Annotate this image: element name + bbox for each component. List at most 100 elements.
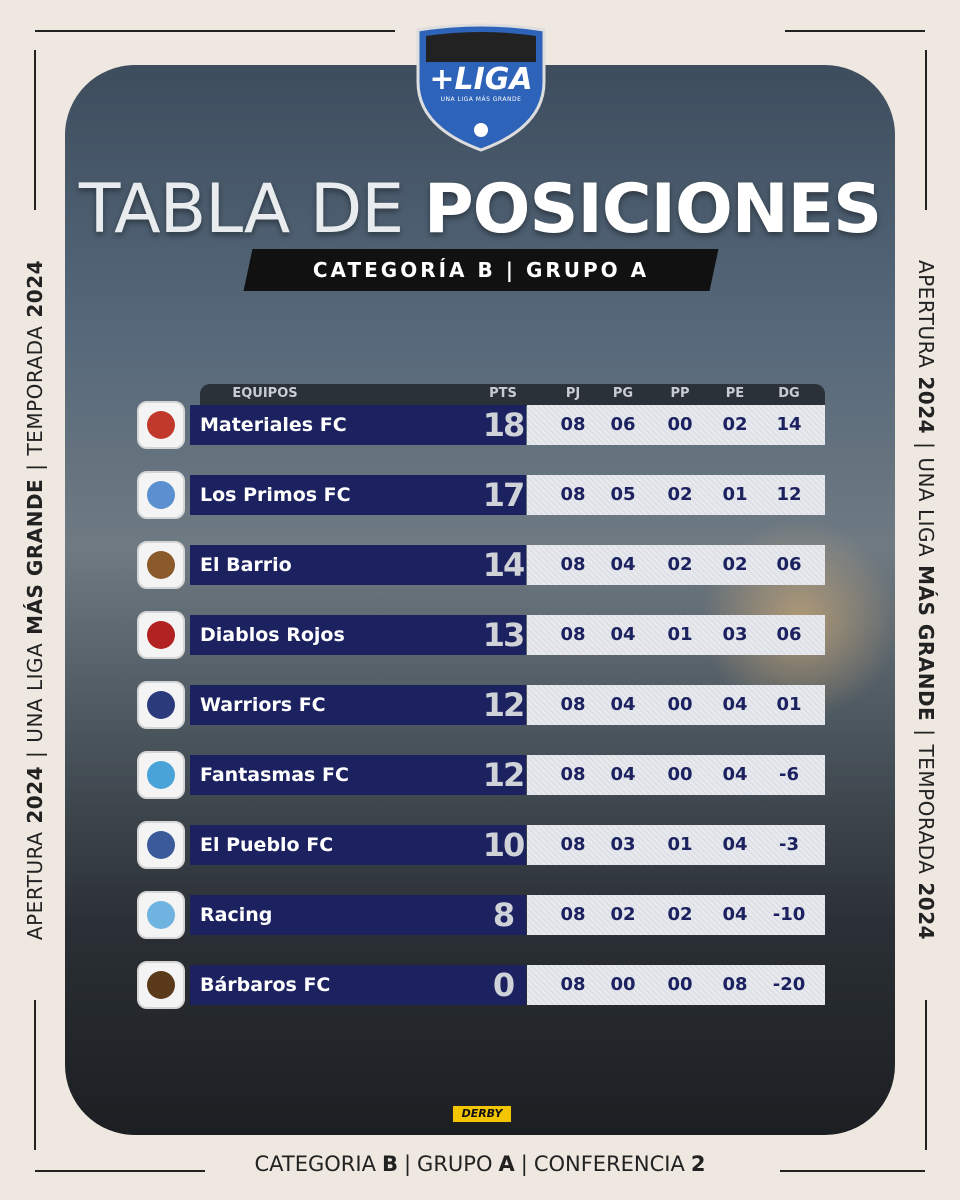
team-name-bar (190, 615, 480, 655)
points-box (480, 405, 526, 445)
stat-value: 01 (776, 694, 802, 715)
stat-value: 08 (560, 554, 586, 575)
team-crest (147, 551, 175, 579)
stats-bar (527, 545, 825, 585)
stat-value: 02 (722, 414, 748, 435)
text-segment: TEMPORADA (914, 744, 938, 875)
stat-value: 04 (610, 554, 636, 575)
text-segment: MÁS GRANDE (23, 478, 47, 635)
stat-value: 01 (722, 484, 748, 505)
team-name: Racing (200, 904, 273, 926)
stat-value: 01 (667, 624, 693, 645)
team-name: Bárbaros FC (200, 974, 331, 996)
stat-value: 08 (560, 904, 586, 925)
text-segment: APERTURA (914, 259, 938, 369)
team-logo (137, 891, 185, 939)
team-logo (137, 821, 185, 869)
text-segment: | (520, 1152, 528, 1176)
team-name: Materiales FC (200, 414, 347, 436)
table-header-bar (200, 384, 825, 406)
text-segment: 2024 (914, 376, 938, 435)
stat-value: -6 (779, 764, 799, 785)
team-name-bar (190, 475, 480, 515)
stat-value: 02 (722, 554, 748, 575)
stat-value: 04 (722, 764, 748, 785)
stat-value: 02 (610, 904, 636, 925)
text-segment: UNA LIGA (23, 642, 47, 743)
text-segment: UNA LIGA (914, 457, 938, 558)
points-box (480, 475, 526, 515)
team-crest (147, 691, 175, 719)
team-crest (147, 621, 175, 649)
decor-line (34, 1000, 36, 1150)
points-box (480, 825, 526, 865)
text-segment: 2024 (23, 259, 47, 318)
stat-value: 04 (722, 694, 748, 715)
text-segment: APERTURA (23, 831, 47, 941)
stat-value: 08 (560, 694, 586, 715)
text-segment: CONFERENCIA (533, 1152, 685, 1176)
stats-bar (527, 475, 825, 515)
team-logo (137, 751, 185, 799)
stats-bar (527, 825, 825, 865)
stat-value: 00 (667, 974, 693, 995)
stat-value: -3 (779, 834, 799, 855)
stat-value: 04 (610, 624, 636, 645)
points: 13 (482, 616, 526, 654)
team-crest (147, 831, 175, 859)
team-logo (137, 961, 185, 1009)
text-segment: TEMPORADA (23, 325, 47, 456)
team-name-bar (190, 895, 480, 935)
stats-bar (527, 615, 825, 655)
text-segment: 2 (690, 1152, 706, 1176)
text-segment: GRUPO (417, 1152, 493, 1176)
column-header: PP (670, 386, 690, 401)
team-name-bar (190, 965, 480, 1005)
logo-title: +LIGA (429, 62, 533, 97)
text-segment: CATEGORIA (254, 1152, 376, 1176)
points-box (480, 755, 526, 795)
team-crest (147, 411, 175, 439)
text-segment: MÁS GRANDE (914, 565, 938, 722)
points: 10 (482, 826, 526, 864)
stat-value: 03 (722, 624, 748, 645)
points: 12 (482, 756, 526, 794)
team-logo (137, 681, 185, 729)
stat-value: 00 (610, 974, 636, 995)
points-box (480, 895, 526, 935)
league-shield (416, 23, 546, 152)
team-name: El Barrio (200, 554, 292, 576)
stat-value: 06 (776, 624, 802, 645)
sponsor-badge: DERBY (452, 1105, 512, 1123)
stat-value: 04 (722, 834, 748, 855)
text-segment: 2024 (914, 882, 938, 941)
text-segment: | (403, 1152, 412, 1176)
stat-value: 06 (776, 554, 802, 575)
decor-line (35, 1170, 205, 1172)
title-light: TABLA DE (78, 170, 404, 249)
team-logo (137, 611, 185, 659)
team-name-bar (190, 825, 480, 865)
title-bold: POSICIONES (423, 170, 882, 249)
points-box (480, 615, 526, 655)
stats-bar (527, 895, 825, 935)
team-crest (147, 761, 175, 789)
decor-line (925, 1000, 927, 1150)
team-name: Fantasmas FC (200, 764, 349, 786)
decor-line (925, 50, 927, 210)
text-segment: 2024 (23, 765, 47, 824)
points: 0 (492, 966, 515, 1004)
stat-value: 14 (776, 414, 802, 435)
stat-value: 04 (610, 764, 636, 785)
team-logo (137, 471, 185, 519)
stat-value: 00 (667, 764, 693, 785)
text-segment: B (381, 1152, 398, 1176)
points-box (480, 965, 526, 1005)
title: TABLA DE POSICIONES (0, 170, 960, 249)
stat-value: 06 (610, 414, 636, 435)
column-header: PJ (565, 386, 581, 401)
stat-value: 01 (667, 834, 693, 855)
column-header: PTS (489, 386, 517, 401)
decor-line (780, 1170, 925, 1172)
